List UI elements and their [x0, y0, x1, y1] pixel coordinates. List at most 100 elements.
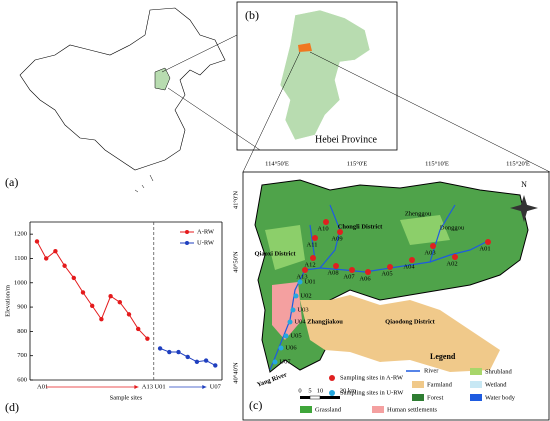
point [167, 349, 172, 355]
x-axis-label: Sample sites [110, 394, 143, 401]
site-a [409, 257, 415, 263]
hebei-map [279, 9, 371, 141]
site-label: A04 [403, 263, 415, 270]
land-grass [265, 215, 450, 270]
x-tick-label: U01 [154, 383, 165, 390]
site-label: A12 [304, 261, 315, 268]
site-u [293, 293, 299, 299]
site-label: A11 [307, 241, 318, 248]
panel-frame [236, 1, 398, 151]
site-a [337, 229, 343, 235]
panel-label: (b) [245, 8, 259, 22]
point [80, 290, 86, 295]
islands [134, 174, 154, 193]
scale-label: 5 [308, 387, 311, 394]
legend-swatch [372, 406, 384, 413]
place-label: Chongli District [338, 223, 383, 230]
place-label: Zhangjiakou [307, 318, 343, 325]
point [108, 293, 113, 299]
site-label: A06 [359, 275, 371, 282]
legend-swatch [412, 381, 424, 388]
site-label: U05 [290, 332, 301, 339]
site-label: U04 [294, 318, 306, 325]
panel-label: (a) [5, 175, 18, 189]
longitude-label: 114°50'E [265, 160, 289, 167]
legend-site-a [329, 375, 335, 381]
hebei-label: Hebei Province [315, 134, 377, 145]
site-label: A07 [343, 273, 355, 280]
scale-bar [300, 396, 310, 399]
site-label: A02 [446, 260, 457, 267]
x-arrow-head [134, 385, 139, 389]
legend-text: Farmland [427, 381, 453, 388]
y-tick-label: 1000 [14, 279, 27, 286]
site-label: U01 [304, 278, 315, 285]
legend-swatch [300, 406, 312, 413]
point [126, 312, 132, 317]
site-a [302, 267, 308, 273]
site-a [365, 269, 371, 275]
point [62, 263, 67, 268]
legend-text: Wetland [485, 381, 507, 388]
leader-line [161, 34, 238, 73]
point [176, 349, 181, 355]
leader-line [167, 87, 261, 151]
scale-label: 20 km [340, 387, 356, 394]
x-tick-label: A01 [37, 383, 48, 390]
site-u [287, 319, 293, 325]
site-a [485, 239, 491, 245]
legend-text: Grassland [315, 406, 342, 413]
legend-text: Human settlements [387, 406, 437, 413]
y-tick-label: 1200 [14, 231, 27, 238]
north-arrow [510, 195, 538, 222]
point [157, 346, 163, 351]
legend-text: Forest [427, 394, 443, 401]
legend-swatch [412, 394, 424, 401]
site-u [278, 345, 284, 351]
latitude-label: 40°40'N [232, 362, 239, 384]
point [71, 275, 77, 281]
legend-text: Shrubland [485, 368, 512, 375]
place-label: Qiaoxi District [255, 250, 297, 257]
legend-text: River [424, 367, 439, 374]
site-label: A09 [331, 235, 342, 242]
longitude-label: 115°10'E [425, 160, 449, 167]
site-u [297, 279, 303, 285]
study-area-small [298, 43, 312, 52]
x-tick-label: U07 [210, 383, 222, 390]
site-label: A13 [296, 273, 307, 280]
site-label: A10 [317, 225, 328, 232]
site-u [290, 307, 296, 313]
point [185, 354, 190, 360]
site-label: U07 [279, 358, 291, 365]
site-a [323, 219, 329, 225]
point [99, 317, 104, 322]
site-a [333, 263, 339, 269]
y-tick-label: 700 [17, 352, 27, 359]
panel-label: (c) [249, 398, 262, 412]
scale-bar [320, 396, 340, 399]
legend-swatch [470, 394, 482, 401]
point [145, 336, 150, 341]
site-label: A08 [327, 269, 338, 276]
legend-text: Sampling sites in U-RW [340, 389, 404, 396]
y-tick-label: 600 [17, 376, 27, 383]
point [90, 303, 95, 309]
point [44, 256, 49, 261]
site-label: U06 [285, 344, 297, 351]
leader-line [309, 51, 550, 173]
y-tick-label: 1100 [14, 255, 27, 262]
point [34, 239, 40, 244]
river [269, 204, 491, 371]
land-forest [254, 179, 529, 373]
panel-label: (d) [5, 400, 19, 414]
x-tick-label: A13 [142, 383, 153, 390]
site-label: A01 [479, 245, 490, 252]
site-a [310, 255, 316, 261]
latitude-label: 41°0'N [232, 191, 239, 210]
point [136, 326, 141, 332]
legend-label: A-RW [197, 228, 215, 235]
leader-line [242, 51, 301, 173]
point [213, 363, 218, 368]
point [53, 248, 58, 254]
